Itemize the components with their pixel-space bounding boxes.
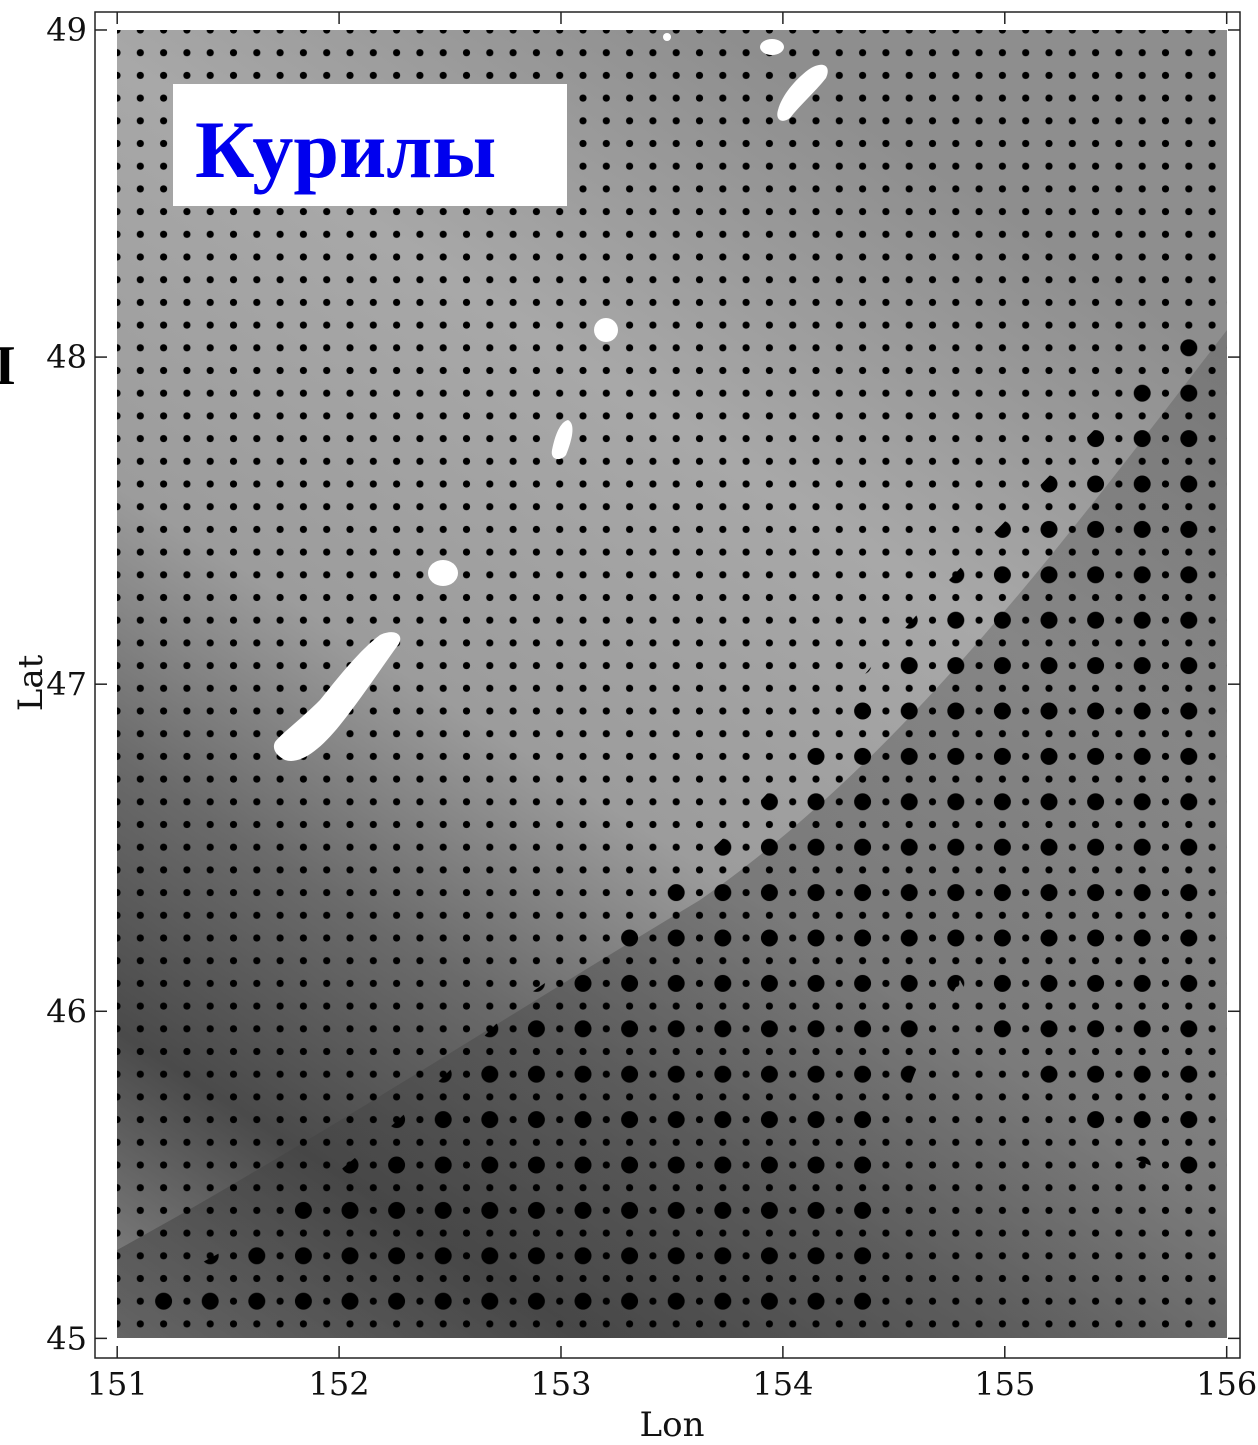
- x-axis-title: Lon: [640, 1405, 705, 1445]
- y-tick-label: 48: [46, 338, 87, 376]
- island: [428, 560, 458, 586]
- x-tick-label: 156: [1196, 1365, 1257, 1403]
- map-title: Курилы: [195, 104, 496, 195]
- y-tick-label: 47: [46, 665, 87, 703]
- x-tick-label: 152: [309, 1365, 370, 1403]
- x-tick-label: 154: [752, 1365, 813, 1403]
- side-mark: I: [0, 335, 16, 397]
- y-axis-title: Lat: [11, 654, 51, 711]
- island: [760, 39, 784, 55]
- y-tick-label: 46: [46, 992, 87, 1030]
- island: [594, 318, 618, 342]
- map-figure: Курилы Lon Lat I 151 152 153 154 155 156 45 46 4…: [0, 0, 1258, 1445]
- island: [663, 33, 671, 41]
- y-tick-label: 45: [46, 1319, 87, 1357]
- x-tick-label: 153: [530, 1365, 591, 1403]
- x-tick-label: 155: [974, 1365, 1035, 1403]
- map-area: Курилы: [95, 12, 1240, 1358]
- x-tick-label: 151: [87, 1365, 148, 1403]
- y-tick-label: 49: [46, 11, 87, 49]
